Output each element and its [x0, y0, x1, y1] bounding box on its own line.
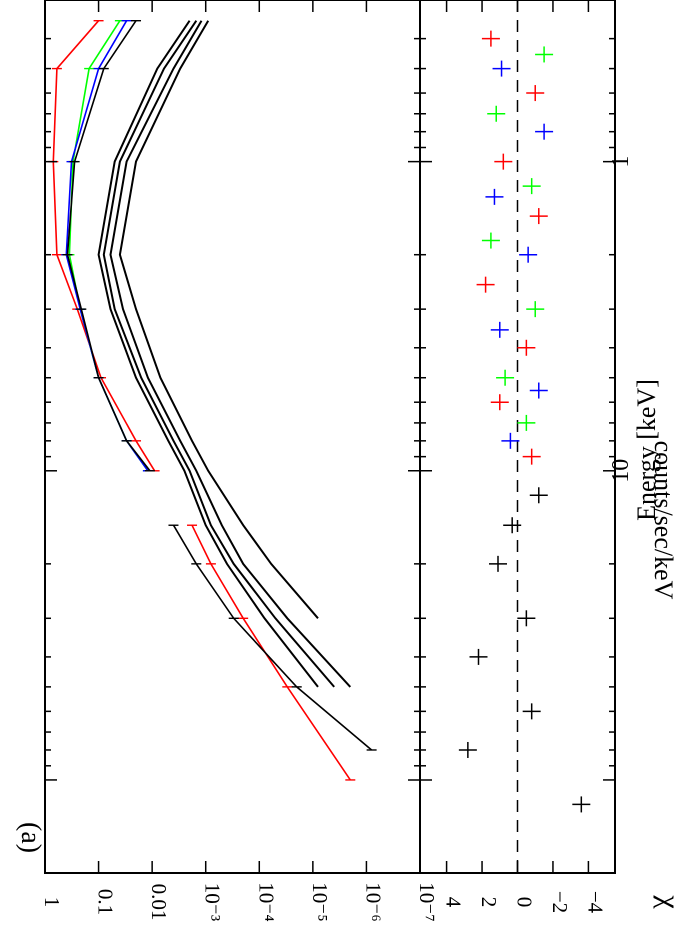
spectrum-series-10 — [118, 20, 319, 619]
residual-ytick-label: −4 — [583, 891, 607, 914]
residual-ytick-label: 2 — [477, 897, 501, 908]
energy-tick-label: 10 — [608, 459, 634, 483]
x-axis-label: Energy [keV] — [632, 379, 661, 521]
residual-ytick-label: −2 — [548, 891, 572, 913]
spectrum-series-8 — [102, 20, 335, 688]
spectrum-ytick-label: 10⁻⁷ — [415, 882, 439, 921]
panel-label: (a) — [15, 822, 46, 853]
spectrum-series-4 — [66, 20, 151, 472]
y-axis-label-residual: χ — [653, 894, 679, 909]
spectrum-ytick-label: 1 — [40, 897, 64, 908]
spectrum-series-3 — [65, 20, 149, 472]
spectrum-ytick-label: 0.1 — [94, 889, 118, 915]
spectrum-series-9 — [109, 20, 352, 688]
spectrum-ytick-label: 10⁻⁴ — [254, 882, 278, 921]
spectrum-series-1 — [52, 20, 156, 472]
residual-ytick-label: 4 — [442, 897, 466, 908]
y-axis-label-spectrum: counts/sec/keV — [649, 441, 678, 600]
energy-tick-label: 1 — [608, 156, 634, 168]
spectrum-ytick-label: 0.01 — [147, 884, 171, 921]
spectrum-series-2 — [68, 20, 149, 472]
spectrum-series-7 — [97, 20, 319, 688]
spectrum-ytick-label: 10⁻⁶ — [361, 882, 385, 921]
spectrum-panel-frame — [44, 0, 421, 874]
spectrum-ytick-label: 10⁻⁵ — [308, 882, 332, 921]
residual-ytick-label: 0 — [513, 897, 537, 908]
spectrum-series-6 — [172, 524, 373, 751]
spectrum-ytick-label: 10⁻³ — [201, 883, 225, 921]
